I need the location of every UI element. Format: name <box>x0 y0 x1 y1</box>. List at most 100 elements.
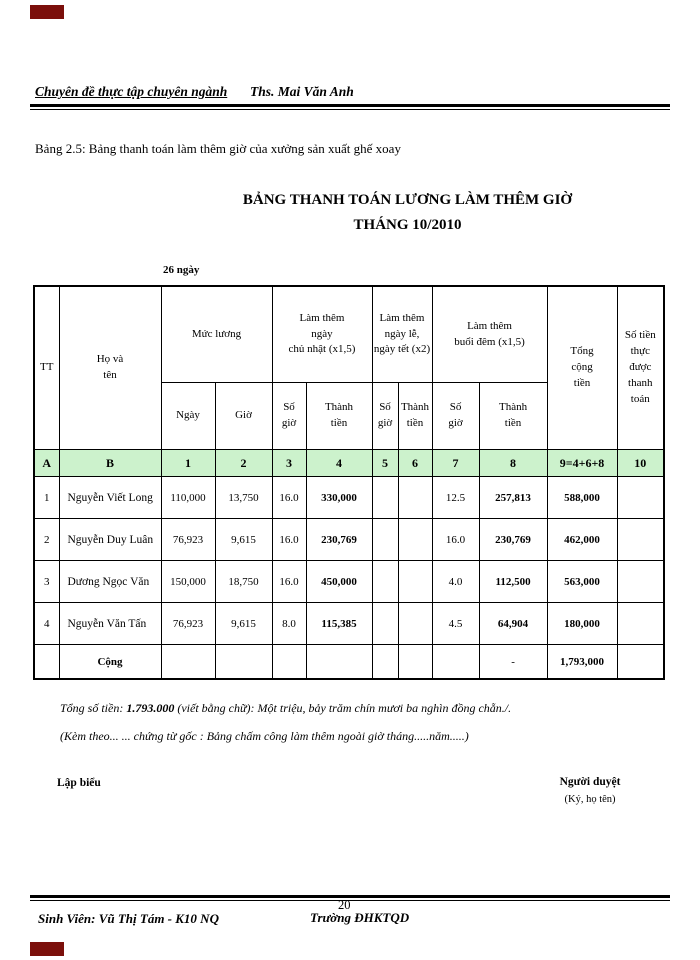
cell-night-amount: 112,500 <box>478 560 548 603</box>
cell-name: Nguyễn Viết Long <box>58 476 162 519</box>
cell-salary-day: 76,923 <box>160 602 216 645</box>
cell-grand-total: 462,000 <box>546 518 618 561</box>
signature-preparer-label: Lập biểu <box>57 777 101 789</box>
cell-sunday-amount: 230,769 <box>305 518 373 561</box>
page-number: 20 <box>338 898 351 912</box>
cell-night-amount: - <box>478 644 548 680</box>
col-header-actual: Số tiền thực được thanh toán <box>616 285 665 450</box>
cell-salary-day: 76,923 <box>160 518 216 561</box>
cell-night-amount: 64,904 <box>478 602 548 645</box>
table-total-row: Cộng - 1,793,000 <box>33 644 665 680</box>
cell-night-hours <box>431 644 480 680</box>
cell-salary-hour: 13,750 <box>214 476 273 519</box>
cell-total-label: Cộng <box>58 644 162 680</box>
sub-header-hours-night: Số giờ <box>431 382 480 450</box>
cell-sunday-hours <box>271 644 307 680</box>
cell-tt: 2 <box>33 518 60 561</box>
cell-holiday-amount <box>397 560 433 603</box>
sub-header-hour: Giờ <box>214 382 273 450</box>
col-header-tt: TT <box>33 285 60 450</box>
cell-tt: 4 <box>33 602 60 645</box>
cell-sunday-amount <box>305 644 373 680</box>
cell-grand-total: 180,000 <box>546 602 618 645</box>
cell-salary-day: 110,000 <box>160 476 216 519</box>
cell-night-amount: 257,813 <box>478 476 548 519</box>
total-label: Tổng số tiền: <box>60 701 127 715</box>
cell-sunday-amount: 115,385 <box>305 602 373 645</box>
cell-grand-total-sum: 1,793,000 <box>546 644 618 680</box>
table-row: 2 Nguyễn Duy Luân 76,923 9,615 16.0 230,… <box>33 518 665 561</box>
cell-sunday-amount: 450,000 <box>305 560 373 603</box>
column-index-row: A B 1 2 3 4 5 6 7 8 9=4+6+8 10 <box>33 449 665 477</box>
cell-salary-hour: 9,615 <box>214 602 273 645</box>
cell-salary-hour <box>214 644 273 680</box>
attachment-note: (Kèm theo... ... chứng từ gốc : Bảng chấ… <box>60 729 469 743</box>
table-header-row-1: TT Họ và tên Mức lương Làm thêm ngày chủ… <box>33 285 665 450</box>
cell-salary-day: 150,000 <box>160 560 216 603</box>
total-words: (viết bằng chữ): Một triệu, bảy trăm chí… <box>174 701 512 715</box>
header-rule <box>30 104 670 110</box>
cell-night-hours: 4.5 <box>431 602 480 645</box>
total-amount: 1.793.000 <box>126 701 175 715</box>
cell-holiday-amount <box>397 476 433 519</box>
document-title: BẢNG THANH TOÁN LƯƠNG LÀM THÊM GIỜ THÁNG… <box>150 192 665 234</box>
cell-actual <box>616 560 665 603</box>
cell-name: Nguyễn Duy Luân <box>58 518 162 561</box>
maroon-mark-top <box>30 5 64 19</box>
cell-name: Nguyễn Văn Tấn <box>58 602 162 645</box>
sub-header-hours-sunday: Số giờ <box>271 382 307 450</box>
cell-holiday-amount <box>397 518 433 561</box>
signature-approver-subtext: (Ký, họ tên) <box>564 794 616 805</box>
days-note: 26 ngày <box>163 264 200 276</box>
maroon-mark-bottom <box>30 942 64 956</box>
index-cell: 8 <box>478 449 548 477</box>
index-cell: 4 <box>305 449 373 477</box>
index-cell: 6 <box>397 449 433 477</box>
running-header-left: Chuyên đề thực tập chuyên ngành <box>35 84 228 99</box>
cell-night-hours: 4.0 <box>431 560 480 603</box>
cell-name: Dương Ngọc Văn <box>58 560 162 603</box>
cell-sunday-hours: 8.0 <box>271 602 307 645</box>
cell-salary-hour: 9,615 <box>214 518 273 561</box>
total-in-words: Tổng số tiền: 1.793.000 (viết bằng chữ):… <box>60 701 511 716</box>
overtime-pay-table: TT Họ và tên Mức lương Làm thêm ngày chủ… <box>33 285 666 680</box>
index-cell: 3 <box>271 449 307 477</box>
cell-tt: 3 <box>33 560 60 603</box>
cell-holiday-hours <box>371 644 399 680</box>
index-cell: 1 <box>160 449 216 477</box>
cell-salary-day <box>160 644 216 680</box>
cell-holiday-hours <box>371 476 399 519</box>
col-header-salary: Mức lương <box>160 285 273 383</box>
cell-tt <box>33 644 60 680</box>
cell-tt: 1 <box>33 476 60 519</box>
col-header-night: Làm thêm buổi đêm (x1,5) <box>431 285 548 383</box>
footer-rule <box>30 895 670 901</box>
table-header-row-2: Ngày Giờ Số giờ Thành tiền Số giờ Thành … <box>34 382 664 450</box>
cell-holiday-amount <box>397 644 433 680</box>
index-cell: A <box>33 449 60 477</box>
cell-sunday-hours: 16.0 <box>271 560 307 603</box>
index-cell: 10 <box>616 449 665 477</box>
title-line2: THÁNG 10/2010 <box>353 217 462 233</box>
sub-header-hours-holiday: Số giờ <box>371 382 399 450</box>
cell-holiday-hours <box>371 602 399 645</box>
col-header-name: Họ và tên <box>58 285 162 450</box>
title-line1: BẢNG THANH TOÁN LƯƠNG LÀM THÊM GIỜ <box>242 192 573 208</box>
col-header-grand-total: Tổng cộng tiền <box>546 285 618 450</box>
index-cell: B <box>58 449 162 477</box>
cell-actual <box>616 518 665 561</box>
cell-actual <box>616 602 665 645</box>
footer-student: Sinh Viên: Vũ Thị Tám - K10 NQ <box>38 911 219 926</box>
cell-holiday-hours <box>371 518 399 561</box>
signature-approver-label: Người duyệt <box>559 776 621 788</box>
table-caption: Bảng 2.5: Bảng thanh toán làm thêm giờ c… <box>35 141 401 156</box>
table-row: 3 Dương Ngọc Văn 150,000 18,750 16.0 450… <box>33 560 665 603</box>
cell-sunday-hours: 16.0 <box>271 476 307 519</box>
table-row: 4 Nguyễn Văn Tấn 76,923 9,615 8.0 115,38… <box>33 602 665 645</box>
index-cell: 2 <box>214 449 273 477</box>
sub-header-amount-holiday: Thành tiền <box>397 382 433 450</box>
cell-night-hours: 12.5 <box>431 476 480 519</box>
index-cell: 7 <box>431 449 480 477</box>
cell-sunday-amount: 330,000 <box>305 476 373 519</box>
